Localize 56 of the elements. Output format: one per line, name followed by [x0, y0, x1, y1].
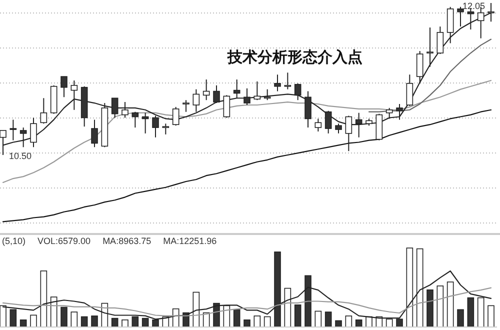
candlestick: [294, 82, 302, 101]
candlestick: [244, 88, 250, 106]
bar: [436, 286, 444, 328]
candlestick: [396, 104, 403, 120]
candlestick: [213, 84, 220, 104]
text: MA:8963.75: [102, 236, 152, 246]
candlestick: [355, 112, 362, 138]
candlestick: [152, 115, 159, 138]
candlestick: [223, 94, 230, 118]
text: (5,10): [2, 236, 26, 246]
candlestick: [314, 118, 322, 132]
candlestick: [40, 98, 48, 124]
bar: [457, 309, 464, 328]
candlestick: [335, 123, 342, 134]
candlestick: [264, 88, 271, 101]
bar: [467, 297, 474, 328]
bar: [70, 312, 78, 328]
candlestick: [254, 80, 261, 101]
candlestick: [304, 90, 312, 128]
candlestick: [284, 72, 292, 90]
bar: [244, 319, 250, 328]
bar: [91, 316, 98, 328]
candlestick: [416, 50, 424, 84]
bar: [122, 319, 128, 328]
candlestick: [172, 106, 180, 126]
bar: [294, 304, 302, 328]
bar: [324, 312, 332, 328]
candlestick: [70, 80, 78, 110]
bar: [60, 306, 68, 328]
candlestick: [91, 119, 98, 148]
candlestick: [182, 100, 190, 112]
bar: [30, 314, 37, 328]
bar: [446, 282, 454, 328]
bar: [488, 305, 494, 328]
candlestick: [162, 123, 170, 135]
candlestick: [436, 26, 444, 54]
candlestick: [324, 110, 332, 134]
candlestick: [426, 27, 434, 68]
candlestick: [132, 111, 139, 128]
annotation: 10.50: [9, 151, 32, 161]
bar: [314, 310, 322, 328]
candlestick: [406, 74, 414, 106]
candlestick: [386, 107, 393, 120]
candlestick: [60, 76, 68, 98]
text: MA:12251.96: [163, 236, 217, 246]
candlestick: [233, 78, 240, 99]
candlestick: [111, 98, 118, 118]
bar: [426, 289, 434, 328]
candlestick: [274, 74, 281, 92]
candlestick: [10, 119, 17, 141]
text: VOL:6579.00: [38, 236, 91, 246]
candlestick: [122, 102, 128, 118]
annotation: 12.05: [462, 1, 485, 11]
candlestick: [192, 88, 200, 112]
text: 技术分析形态介入点: [226, 48, 362, 66]
candlestick: [202, 78, 210, 101]
